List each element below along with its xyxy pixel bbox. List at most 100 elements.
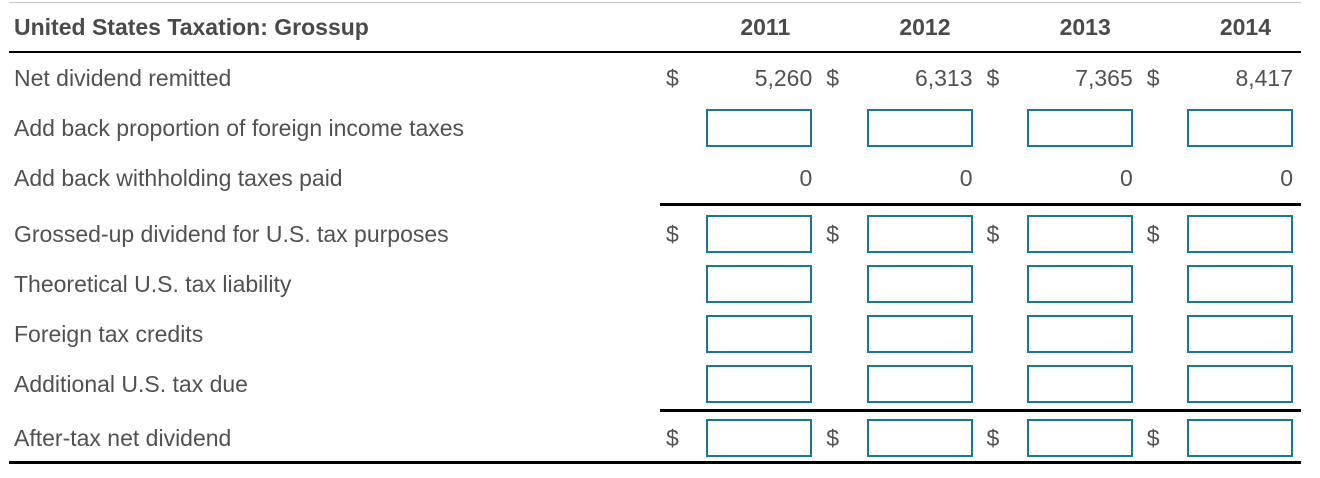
cell-2012: $ xyxy=(820,209,980,259)
cell-value: 5,260 xyxy=(754,64,813,91)
table-row: Additional U.S. tax due xyxy=(9,359,1301,409)
amount-input-r5-2011[interactable] xyxy=(706,265,813,303)
dollar-sign: $ xyxy=(666,64,679,91)
cell-2011: $ xyxy=(660,209,820,259)
dollar-sign: $ xyxy=(666,424,679,451)
cell-2014 xyxy=(1141,309,1301,359)
table-body: Net dividend remitted $5,260 $6,313 $7,365 $… xyxy=(9,53,1301,461)
row-label: Foreign tax credits xyxy=(14,320,204,347)
amount-input-r6-2011[interactable] xyxy=(706,315,813,353)
cell-value: 0 xyxy=(1280,164,1293,191)
cell-2011: $ xyxy=(660,415,820,461)
cell-2013 xyxy=(981,103,1141,153)
row-label: Add back proportion of foreign income ta… xyxy=(14,114,465,141)
row-label: Additional U.S. tax due xyxy=(14,370,248,397)
cell-2011 xyxy=(660,309,820,359)
cell-value: 0 xyxy=(799,164,813,191)
amount-input-r4-2014[interactable] xyxy=(1187,215,1293,253)
cell-2014: $8,417 xyxy=(1141,53,1301,103)
dollar-sign: $ xyxy=(666,220,679,247)
subtotal-rule xyxy=(9,409,1301,415)
amount-input-r6-2013[interactable] xyxy=(1026,315,1133,353)
dollar-sign: $ xyxy=(1146,64,1160,91)
cell-2013 xyxy=(981,359,1141,409)
cell-2014: 0 xyxy=(1141,153,1301,203)
amount-input-r7-2011[interactable] xyxy=(706,365,813,403)
cell-2014 xyxy=(1141,359,1301,409)
year-header-2013: 2013 xyxy=(1059,13,1111,40)
amount-input-r8-2011[interactable] xyxy=(706,419,813,457)
cell-2011: $5,260 xyxy=(660,53,820,103)
taxation-grossup-worksheet: United States Taxation: Grossup 2011 2012… xyxy=(9,2,1301,464)
table-row: Grossed-up dividend for U.S. tax purpose… xyxy=(9,209,1301,259)
subtotal-rule xyxy=(9,203,1301,209)
cell-value: 8,417 xyxy=(1235,64,1293,91)
amount-input-r4-2013[interactable] xyxy=(1026,215,1133,253)
year-header-2011: 2011 xyxy=(740,13,791,40)
cell-2012 xyxy=(820,259,980,309)
dollar-sign: $ xyxy=(826,64,840,91)
amount-input-r2-2011[interactable] xyxy=(706,109,813,147)
year-header-2014: 2014 xyxy=(1219,13,1271,40)
cell-2013: 0 xyxy=(981,153,1141,203)
amount-input-r2-2012[interactable] xyxy=(866,109,973,147)
table-row: Net dividend remitted $5,260 $6,313 $7,365 $… xyxy=(9,53,1301,103)
row-label: Add back withholding taxes paid xyxy=(14,164,343,191)
cell-2012 xyxy=(820,309,980,359)
amount-input-r2-2013[interactable] xyxy=(1026,109,1133,147)
amount-input-r5-2012[interactable] xyxy=(866,265,973,303)
amount-input-r4-2012[interactable] xyxy=(866,215,973,253)
amount-input-r6-2012[interactable] xyxy=(866,315,973,353)
dollar-sign: $ xyxy=(1146,424,1160,451)
dollar-sign: $ xyxy=(826,220,840,247)
cell-2014 xyxy=(1141,103,1301,153)
amount-input-r7-2014[interactable] xyxy=(1187,365,1293,403)
cell-2013 xyxy=(981,309,1141,359)
amount-input-r5-2013[interactable] xyxy=(1026,265,1133,303)
cell-2013 xyxy=(981,259,1141,309)
cell-2012 xyxy=(820,103,980,153)
cell-2014: $ xyxy=(1141,209,1301,259)
amount-input-r2-2014[interactable] xyxy=(1187,109,1293,147)
year-header-2012: 2012 xyxy=(899,13,951,40)
amount-input-r6-2014[interactable] xyxy=(1187,315,1293,353)
cell-2013: $ xyxy=(981,415,1141,461)
cell-2011 xyxy=(660,359,820,409)
cell-2012 xyxy=(820,359,980,409)
table-row: After-tax net dividend $ $ $ $ xyxy=(9,415,1301,461)
cell-2013: $ xyxy=(981,209,1141,259)
table-row: Foreign tax credits xyxy=(9,309,1301,359)
cell-value: 6,313 xyxy=(914,64,973,91)
row-label: After-tax net dividend xyxy=(14,424,232,451)
dollar-sign: $ xyxy=(826,424,840,451)
cell-2011 xyxy=(660,103,820,153)
cell-value: 0 xyxy=(1119,164,1133,191)
table-row: Theoretical U.S. tax liability xyxy=(9,259,1301,309)
row-label: Theoretical U.S. tax liability xyxy=(14,270,292,297)
cell-2012: $ xyxy=(820,415,980,461)
dollar-sign: $ xyxy=(986,424,1000,451)
amount-input-r7-2012[interactable] xyxy=(866,365,973,403)
cell-value: 7,365 xyxy=(1075,64,1133,91)
cell-2014: $ xyxy=(1141,415,1301,461)
amount-input-r7-2013[interactable] xyxy=(1026,365,1133,403)
cell-2014 xyxy=(1141,259,1301,309)
cell-2012: 0 xyxy=(820,153,980,203)
dollar-sign: $ xyxy=(986,64,1000,91)
cell-2013: $7,365 xyxy=(981,53,1141,103)
amount-input-r8-2013[interactable] xyxy=(1026,419,1133,457)
row-label: Net dividend remitted xyxy=(14,64,232,91)
cell-2012: $6,313 xyxy=(820,53,980,103)
row-label: Grossed-up dividend for U.S. tax purpose… xyxy=(14,220,449,247)
dollar-sign: $ xyxy=(986,220,1000,247)
table-row: Add back proportion of foreign income ta… xyxy=(9,103,1301,153)
amount-input-r4-2011[interactable] xyxy=(706,215,813,253)
cell-value: 0 xyxy=(959,164,973,191)
header-row: United States Taxation: Grossup 2011 2012… xyxy=(9,3,1301,53)
amount-input-r8-2014[interactable] xyxy=(1187,419,1293,457)
amount-input-r8-2012[interactable] xyxy=(866,419,973,457)
amount-input-r5-2014[interactable] xyxy=(1187,265,1293,303)
cell-2011: 0 xyxy=(660,153,820,203)
table-title: United States Taxation: Grossup xyxy=(14,13,369,40)
table-row: Add back withholding taxes paid 0 0 0 0 xyxy=(9,153,1301,203)
